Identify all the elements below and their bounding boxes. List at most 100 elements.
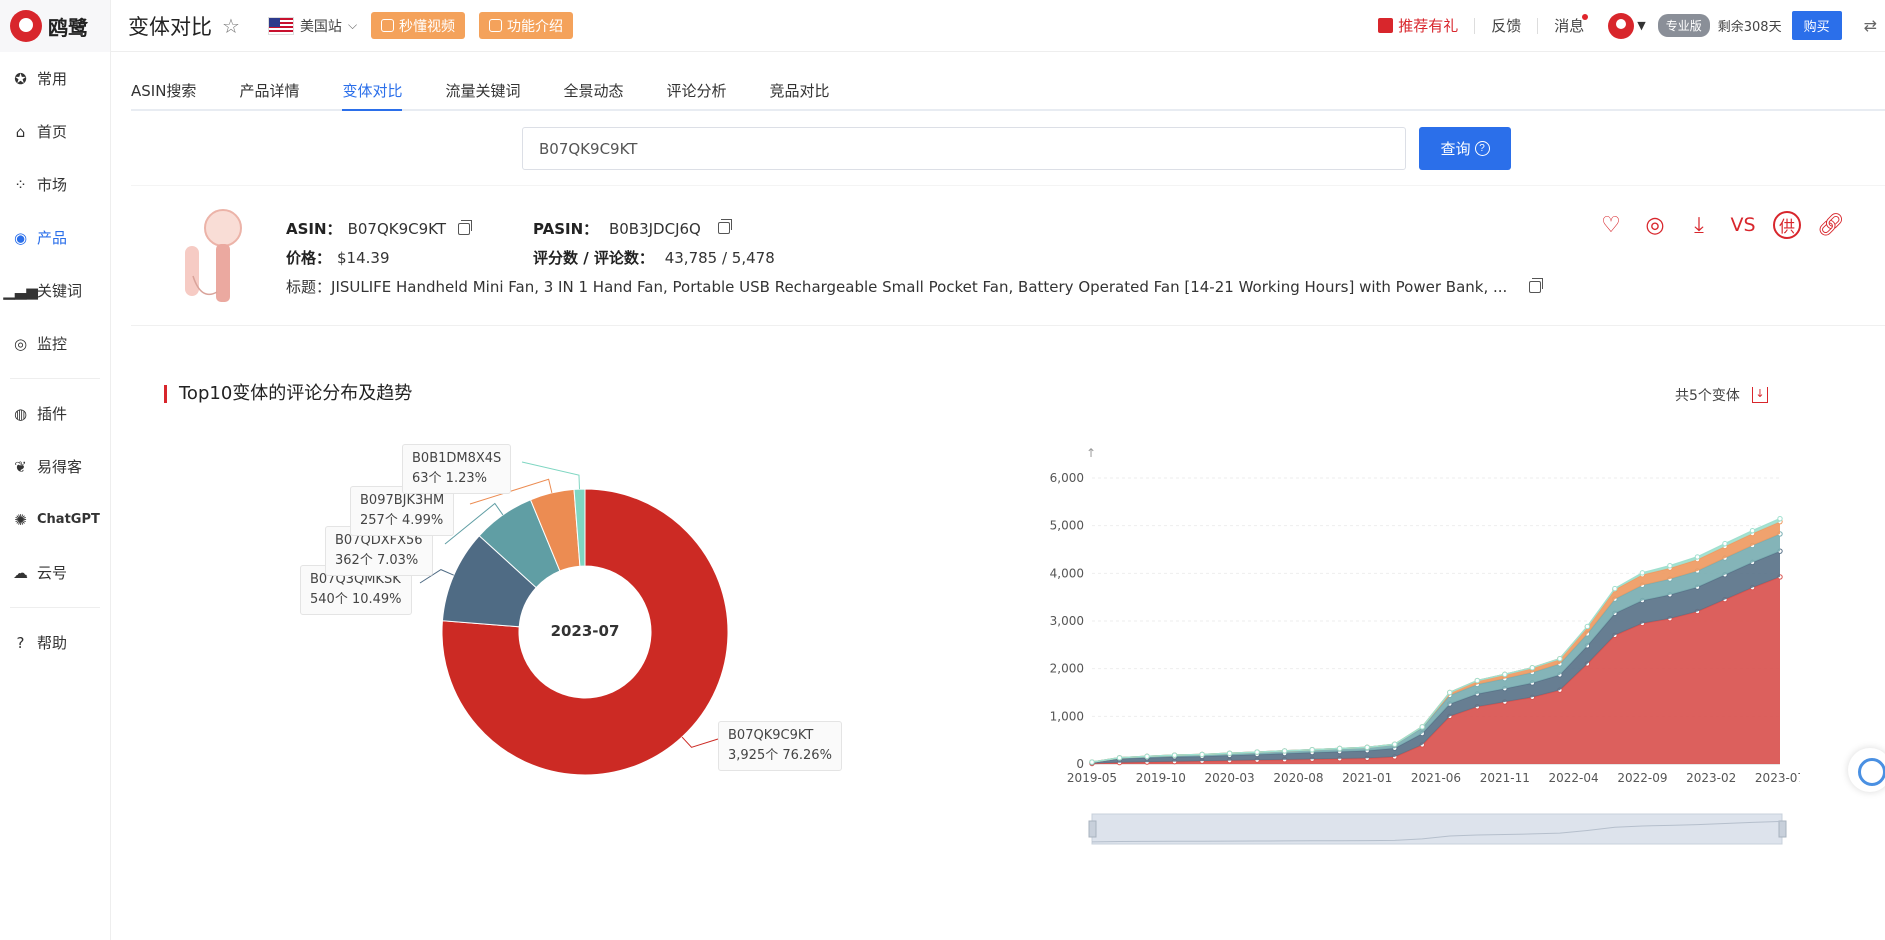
- y-tick-label: 0: [1076, 757, 1084, 771]
- sidebar-item-favorites[interactable]: ✪ 常用: [0, 52, 110, 105]
- area-point[interactable]: [1116, 755, 1123, 761]
- area-point[interactable]: [1089, 759, 1095, 765]
- copy-icon[interactable]: [457, 219, 472, 235]
- area-point[interactable]: [1502, 671, 1508, 678]
- feature-intro-label: 功能介绍: [507, 18, 564, 35]
- copy-icon[interactable]: [1529, 277, 1544, 293]
- pie-slice-name: B07QK9C9KT: [728, 728, 814, 743]
- y-axis-arrow-icon: ↑: [1086, 446, 1096, 460]
- area-point[interactable]: [1364, 744, 1370, 751]
- area-point[interactable]: [1171, 752, 1178, 758]
- product-info-card: ASIN： B07QK9C9KT PASIN： B0B3JDCJ6Q 价格： $…: [131, 185, 1885, 326]
- site-selector[interactable]: 美国站 ⌵: [267, 16, 357, 36]
- asin-label: ASIN：: [286, 220, 342, 238]
- referral-gift-link[interactable]: 推荐有礼: [1362, 15, 1474, 36]
- datazoom-right-handle[interactable]: [1778, 820, 1787, 838]
- header-right: 推荐有礼 反馈 消息 ▼ 专业版 剩余308天 购买 ⇄: [1362, 0, 1885, 51]
- supply-icon[interactable]: 供: [1773, 211, 1801, 239]
- datazoom-left-handle[interactable]: [1088, 820, 1097, 838]
- area-point[interactable]: [1557, 655, 1563, 662]
- sidebar-nav: ✪ 常用 ⌂ 首页 ⁘ 市场 ◉ 产品 ▁▃▅ 关键词 ◎ 监控 ◍ 插件 ❦ 易得客 ✺ Cha…: [0, 52, 110, 669]
- favorite-star-icon[interactable]: ☆: [222, 13, 240, 38]
- heart-icon[interactable]: ♡: [1601, 212, 1621, 238]
- video-tutorial-button[interactable]: 秒懂视频: [371, 12, 466, 39]
- copy-icon[interactable]: [717, 219, 732, 234]
- sidebar-item-cloud[interactable]: ☁ 云号: [0, 546, 110, 599]
- feedback-link[interactable]: 反馈: [1474, 17, 1537, 34]
- sidebar-item-product[interactable]: ◉ 产品: [0, 211, 110, 264]
- sidebar-item-label: 常用: [37, 70, 68, 88]
- tab-asin-search[interactable]: ASIN搜索: [131, 82, 197, 100]
- export-download-icon[interactable]: ↓: [1751, 387, 1768, 403]
- sidebar-item-keywords[interactable]: ▁▃▅ 关键词: [0, 264, 110, 317]
- pie-slice-value: 3,925个 76.26%: [728, 748, 832, 763]
- handshake-icon: ❦: [14, 457, 27, 476]
- customer-service-bubble[interactable]: [1848, 748, 1885, 792]
- feature-intro-button[interactable]: 功能介绍: [479, 12, 574, 39]
- sidebar-item-plugin[interactable]: ◍ 插件: [0, 387, 110, 440]
- app-logo[interactable]: 鸥鹭: [0, 0, 110, 52]
- avatar[interactable]: [1608, 12, 1635, 39]
- area-point[interactable]: [1639, 570, 1646, 576]
- area-point[interactable]: [1667, 563, 1673, 569]
- y-tick-label: 2,000: [1050, 662, 1084, 676]
- area-point[interactable]: [1144, 753, 1150, 760]
- product-thumbnail[interactable]: [181, 206, 251, 306]
- datazoom-slider[interactable]: [1088, 813, 1787, 845]
- area-point[interactable]: [1226, 750, 1233, 756]
- area-point[interactable]: [1447, 689, 1453, 696]
- sidebar-item-monitor[interactable]: ◎ 监控: [0, 317, 110, 370]
- area-point[interactable]: [1474, 677, 1480, 684]
- sidebar-item-home[interactable]: ⌂ 首页: [0, 105, 110, 158]
- pie-slice[interactable]: [573, 488, 586, 567]
- sidebar-item-chatgpt[interactable]: ✺ ChatGPT: [0, 493, 110, 546]
- area-point[interactable]: [1419, 724, 1425, 730]
- link-icon[interactable]: 🔗︎: [1817, 212, 1845, 238]
- sidebar-item-label: 关键词: [37, 282, 83, 300]
- pie-slice-label: B07QK9C9KT 3,925个 76.26%: [718, 721, 842, 771]
- pie-slice-name: B097BJK3HM: [360, 493, 445, 508]
- webcam-icon[interactable]: ◎: [1645, 212, 1665, 238]
- area-point[interactable]: [1309, 747, 1315, 753]
- area-point[interactable]: [1281, 748, 1288, 754]
- tab-panorama[interactable]: 全景动态: [563, 82, 624, 100]
- grid-icon: ⁘: [14, 175, 27, 194]
- area-point[interactable]: [1254, 749, 1260, 755]
- sidebar-item-help[interactable]: ? 帮助: [0, 616, 110, 669]
- pie-slice[interactable]: [441, 488, 729, 776]
- buy-button[interactable]: 购买: [1791, 11, 1842, 40]
- caret-down-icon[interactable]: ▼: [1637, 19, 1646, 32]
- query-button[interactable]: 查询?: [1419, 127, 1511, 170]
- area-point[interactable]: [1336, 745, 1343, 752]
- area-point[interactable]: [1777, 515, 1783, 522]
- swap-icon[interactable]: ⇄: [1863, 16, 1877, 35]
- area-series[interactable]: [1092, 551, 1780, 764]
- sidebar-item-yidekе[interactable]: ❦ 易得客: [0, 440, 110, 493]
- download-icon[interactable]: ⤓: [1694, 212, 1704, 238]
- tab-traffic-keywords[interactable]: 流量关键词: [445, 82, 521, 100]
- y-tick-label: 1,000: [1050, 709, 1084, 723]
- sidebar-item-market[interactable]: ⁘ 市场: [0, 158, 110, 211]
- tab-review-analysis[interactable]: 评论分析: [666, 82, 727, 100]
- datazoom-track[interactable]: [1091, 813, 1783, 845]
- tab-competitor-compare[interactable]: 竞品对比: [769, 82, 830, 100]
- area-series[interactable]: [1092, 576, 1780, 764]
- asin-search-input[interactable]: [522, 127, 1406, 170]
- area-point[interactable]: [1722, 540, 1728, 547]
- x-tick-label: 2023-07: [1755, 771, 1800, 785]
- area-point[interactable]: [1694, 554, 1701, 560]
- area-point[interactable]: [1529, 665, 1536, 671]
- tab-bar: ASIN搜索 产品详情 变体对比 流量关键词 全景动态 评论分析 竞品对比: [131, 70, 1885, 111]
- area-point[interactable]: [1612, 585, 1618, 592]
- tab-product-detail[interactable]: 产品详情: [239, 82, 300, 100]
- sidebar: 鸥鹭 ✪ 常用 ⌂ 首页 ⁘ 市场 ◉ 产品 ▁▃▅ 关键词 ◎ 监控 ◍ 插件 ❦ 易得客 ✺…: [0, 0, 111, 940]
- vs-icon[interactable]: VS: [1730, 214, 1756, 236]
- area-point[interactable]: [1584, 623, 1591, 630]
- area-series[interactable]: [1092, 533, 1780, 763]
- rating-group: 评分数 / 评论数： 43,785 / 5,478: [533, 247, 775, 268]
- area-point[interactable]: [1392, 741, 1398, 747]
- messages-link[interactable]: 消息: [1537, 13, 1600, 34]
- area-point[interactable]: [1749, 527, 1756, 534]
- area-point[interactable]: [1199, 751, 1205, 758]
- tab-variant-compare[interactable]: 变体对比: [342, 70, 403, 111]
